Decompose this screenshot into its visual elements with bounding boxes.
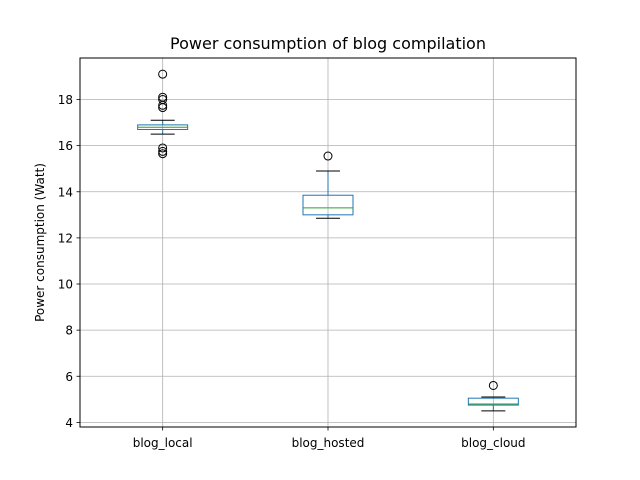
iqr-box	[302, 194, 354, 216]
y-tick-label: 18	[58, 93, 73, 107]
box-group-blog_cloud	[467, 380, 519, 412]
y-tick-label: 4	[65, 416, 73, 430]
ticks: 4 6 8 10 12 14 16 18 blog_local blog_hosted blog_c…	[58, 93, 526, 450]
box-group-blog_hosted	[302, 151, 354, 219]
outlier-point	[158, 103, 168, 113]
boxes	[137, 69, 519, 412]
outlier-point	[158, 146, 168, 156]
x-tick-label: blog_local	[133, 436, 193, 450]
y-tick-label: 8	[65, 324, 73, 338]
box-group-blog_local	[137, 69, 189, 159]
outlier-point	[158, 149, 168, 159]
outlier-point	[158, 69, 168, 79]
y-tick-label: 12	[58, 231, 73, 245]
y-axis-label: Power consumption (Watt)	[33, 163, 47, 322]
y-tick-label: 16	[58, 139, 73, 153]
chart-title: Power consumption of blog compilation	[170, 34, 486, 53]
grid	[80, 58, 576, 427]
outlier-point	[323, 151, 333, 161]
y-tick-label: 6	[65, 370, 73, 384]
x-tick-label: blog_cloud	[461, 436, 525, 450]
outlier-point	[158, 100, 168, 110]
outlier-point	[158, 143, 168, 153]
outlier-point	[488, 380, 498, 390]
y-tick-label: 14	[58, 185, 73, 199]
iqr-box	[467, 397, 519, 406]
y-tick-label: 10	[58, 278, 73, 292]
x-tick-label: blog_hosted	[292, 436, 365, 450]
